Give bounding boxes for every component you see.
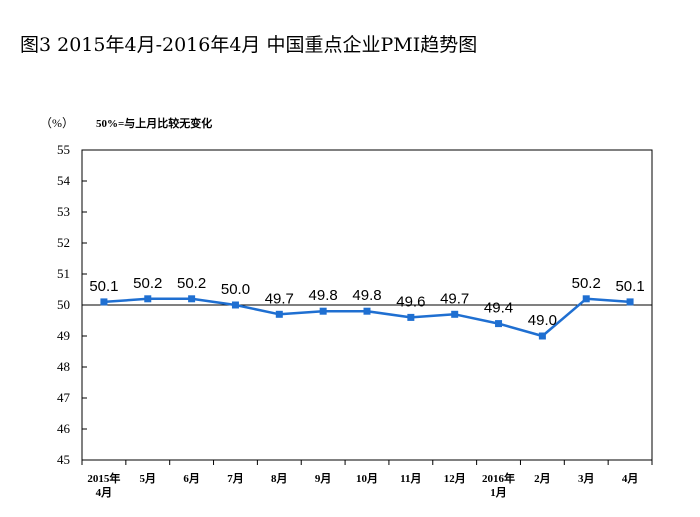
data-labels: 50.1 50.2 50.2 50.0 49.7 49.8 49.8 49.6 49.7 49.4… [89,275,644,329]
x-tick-label: 9月 [315,472,332,485]
data-point [144,295,152,303]
y-tick-label: 48 [57,359,70,374]
y-axis-unit: （%） [40,116,74,130]
series-group [100,295,634,340]
y-tick-label: 46 [57,421,71,436]
data-label: 50.2 [133,275,162,292]
data-point [407,313,415,321]
data-point [100,298,108,306]
x-tick-label: 10月 [356,472,378,485]
x-tick-label: 8月 [271,472,288,485]
x-tick-label: 2月 [534,472,551,485]
y-tick-label: 45 [57,452,70,467]
x-tick-label: 4月 [96,486,113,499]
y-tick-label: 54 [57,173,71,188]
y-tick-label: 55 [57,142,70,157]
data-label: 50.2 [572,275,601,292]
data-label: 49.8 [309,287,338,304]
x-tick-label: 3月 [578,472,595,485]
x-tick-label: 1月 [490,486,507,499]
y-tick-label: 53 [57,204,70,219]
data-label: 50.1 [615,278,644,295]
y-tick-label: 51 [57,266,70,281]
data-label: 50.0 [221,281,250,298]
data-point [582,295,590,303]
data-label: 49.0 [528,312,557,329]
y-tick-label: 49 [57,328,70,343]
x-tick-label: 5月 [140,472,157,485]
data-point [275,310,283,318]
y-tick-label: 52 [57,235,70,250]
y-axis: 45 46 47 48 49 50 51 52 53 54 55 [57,142,87,467]
data-label: 49.6 [396,293,425,310]
data-label: 50.1 [89,278,118,295]
x-tick-label: 12月 [444,472,466,485]
data-point [451,310,459,318]
chart-title: 图3 2015年4月-2016年4月 中国重点企业PMI趋势图 [20,34,478,56]
y-tick-label: 47 [57,390,71,405]
data-point [188,295,196,303]
data-label: 49.4 [484,300,513,317]
data-point [231,301,239,309]
x-tick-label: 6月 [183,472,200,485]
x-tick-label: 7月 [227,472,244,485]
chart-note: 50%=与上月比较无变化 [96,116,212,130]
data-point [495,320,503,328]
data-label: 49.7 [440,290,469,307]
data-label: 49.7 [265,290,294,307]
x-tick-label: 4月 [622,472,639,485]
data-point [319,307,327,315]
y-tick-label: 50 [57,297,70,312]
x-tick-label: 11月 [400,472,421,485]
data-point [538,332,546,340]
x-tick-label: 2016年 [482,471,515,485]
x-tick-label: 2015年 [87,471,120,485]
data-label: 49.8 [352,287,381,304]
data-label: 50.2 [177,275,206,292]
data-point [363,307,371,315]
data-point [626,298,634,306]
